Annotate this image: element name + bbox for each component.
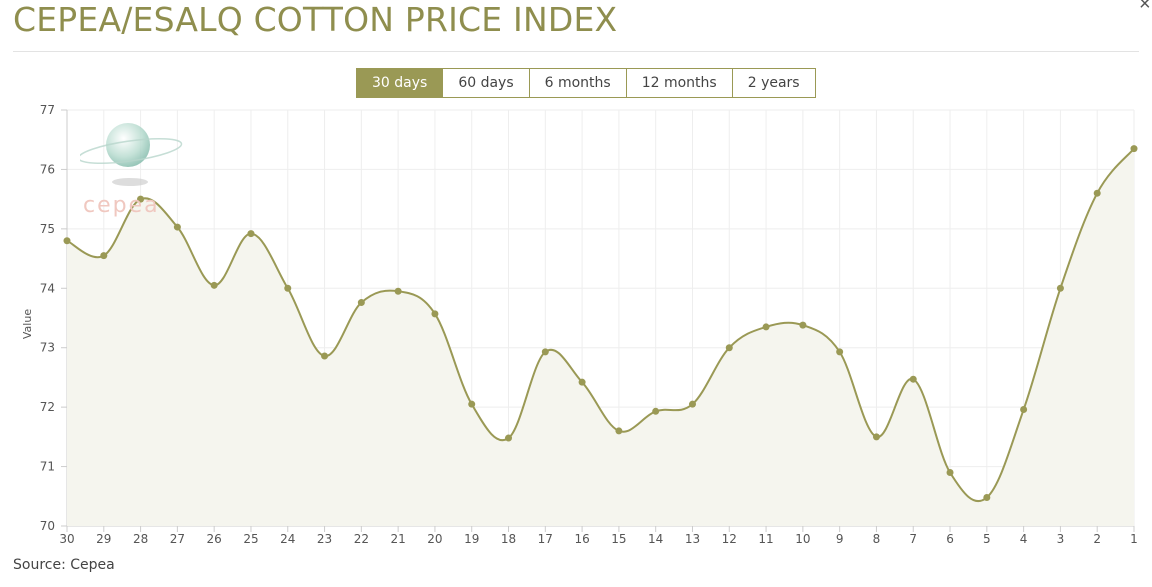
data-point[interactable]	[210, 281, 218, 289]
x-tick-label: 1	[1130, 532, 1138, 546]
data-point[interactable]	[100, 252, 108, 260]
data-point[interactable]	[505, 434, 513, 442]
title-divider	[13, 51, 1139, 52]
y-tick-label: 76	[40, 162, 55, 176]
x-tick-label: 3	[1057, 532, 1065, 546]
x-tick-label: 9	[836, 532, 844, 546]
y-tick-label: 70	[40, 519, 55, 533]
x-tick-label: 24	[280, 532, 295, 546]
data-point[interactable]	[394, 287, 402, 295]
x-tick-label: 2	[1093, 532, 1101, 546]
x-tick-label: 18	[501, 532, 516, 546]
data-point[interactable]	[909, 375, 917, 383]
source-note: Source: Cepea	[13, 557, 115, 573]
y-tick-label: 73	[40, 341, 55, 355]
x-tick-label: 6	[946, 532, 954, 546]
data-point[interactable]	[137, 195, 145, 203]
x-tick-label: 27	[170, 532, 185, 546]
chart-area	[66, 147, 1135, 526]
x-tick-label: 14	[648, 532, 663, 546]
data-point[interactable]	[1130, 145, 1138, 153]
data-point[interactable]	[284, 284, 292, 292]
x-tick-label: 28	[133, 532, 148, 546]
x-tick-label: 17	[538, 532, 553, 546]
x-tick-label: 25	[243, 532, 258, 546]
x-tick-label: 30	[59, 532, 74, 546]
data-point[interactable]	[799, 321, 807, 329]
y-tick-label: 74	[40, 281, 55, 295]
data-point[interactable]	[983, 493, 991, 501]
data-point[interactable]	[652, 407, 660, 415]
x-tick-label: 7	[909, 532, 917, 546]
period-tabs: 30 days 60 days 6 months 12 months 2 yea…	[356, 68, 816, 98]
data-point[interactable]	[468, 400, 476, 408]
x-tick-label: 20	[427, 532, 442, 546]
data-point[interactable]	[247, 230, 255, 238]
x-tick-label: 4	[1020, 532, 1028, 546]
data-point[interactable]	[836, 348, 844, 356]
data-point[interactable]	[1093, 189, 1101, 197]
y-tick-label: 75	[40, 222, 55, 236]
data-point[interactable]	[615, 427, 623, 435]
x-tick-label: 26	[207, 532, 222, 546]
y-tick-label: 77	[40, 103, 55, 117]
data-point[interactable]	[1020, 406, 1028, 414]
data-point[interactable]	[321, 352, 329, 360]
x-tick-label: 15	[611, 532, 626, 546]
data-point[interactable]	[431, 310, 439, 318]
x-tick-label: 8	[873, 532, 881, 546]
x-tick-label: 16	[574, 532, 589, 546]
data-point[interactable]	[872, 433, 880, 441]
y-axis-label: Value	[21, 309, 34, 339]
data-point[interactable]	[63, 237, 71, 245]
close-icon[interactable]: ×	[1139, 0, 1151, 15]
data-point[interactable]	[725, 344, 733, 352]
x-tick-label: 10	[795, 532, 810, 546]
x-tick-label: 29	[96, 532, 111, 546]
tab-30-days[interactable]: 30 days	[357, 69, 444, 97]
data-point[interactable]	[578, 378, 586, 386]
cepea-globe-logo: cepea	[80, 123, 183, 218]
y-tick-label: 71	[40, 460, 55, 474]
data-point[interactable]	[946, 469, 954, 477]
series-area-fill	[67, 148, 1134, 526]
y-axis-ticks: 70 71 72 73 74 75 76 77	[40, 103, 67, 533]
data-point[interactable]	[1056, 284, 1064, 292]
logo-text: cepea	[83, 193, 160, 218]
data-point[interactable]	[541, 348, 549, 356]
data-point[interactable]	[357, 299, 365, 307]
x-tick-label: 5	[983, 532, 991, 546]
x-tick-label: 13	[685, 532, 700, 546]
y-tick-label: 72	[40, 400, 55, 414]
data-point[interactable]	[762, 323, 770, 331]
tab-2-years[interactable]: 2 years	[732, 69, 815, 97]
data-point[interactable]	[688, 400, 696, 408]
x-tick-label: 23	[317, 532, 332, 546]
tab-12-months[interactable]: 12 months	[626, 69, 733, 97]
x-tick-label: 19	[464, 532, 479, 546]
x-axis-ticks: 30 29 28 27 26 25 24 23 22 21 20 19 18 17 16 15 14 13 12 11…	[59, 526, 1138, 546]
data-point[interactable]	[173, 223, 181, 231]
page-title: CEPEA/ESALQ COTTON PRICE INDEX	[13, 0, 618, 39]
tab-6-months[interactable]: 6 months	[529, 69, 627, 97]
x-tick-label: 12	[722, 532, 737, 546]
x-tick-label: 21	[390, 532, 405, 546]
x-tick-label: 11	[758, 532, 773, 546]
chart-points	[63, 145, 1138, 501]
x-tick-label: 22	[354, 532, 369, 546]
tab-60-days[interactable]: 60 days	[443, 69, 530, 97]
